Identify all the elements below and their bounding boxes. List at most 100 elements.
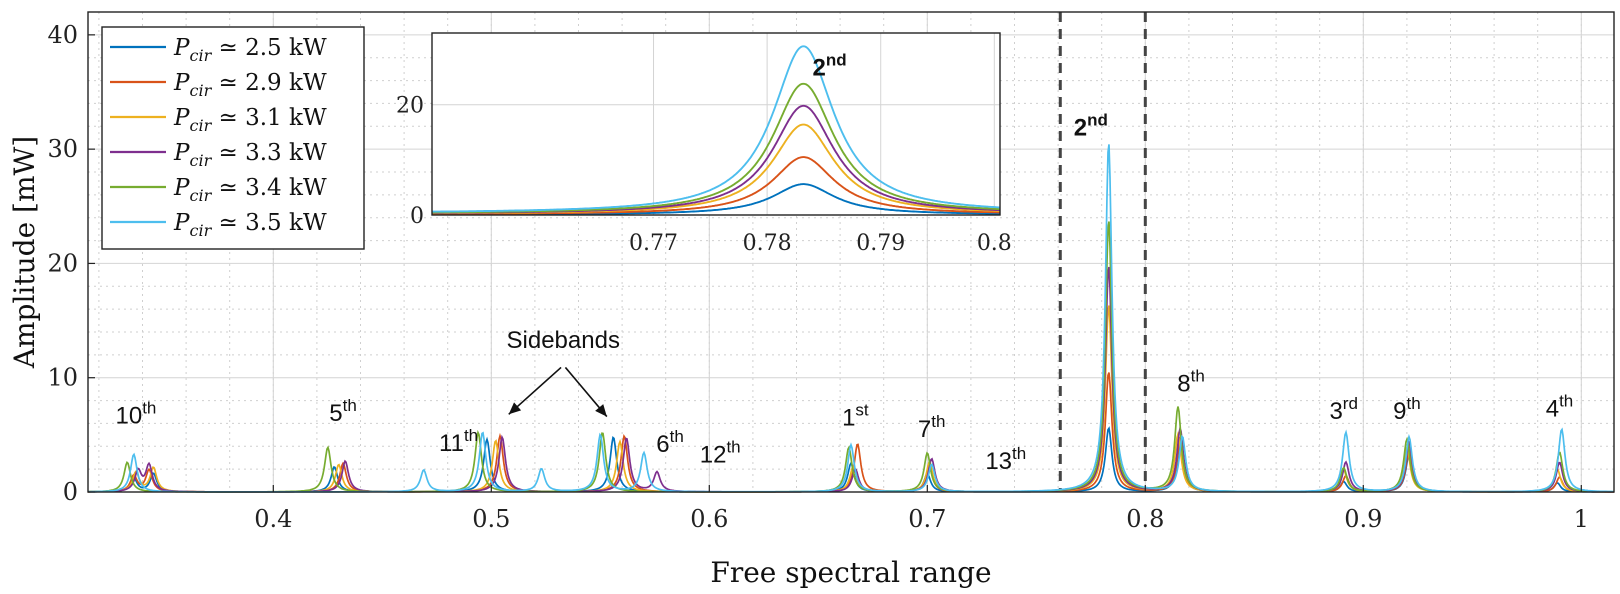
peak-order-number: 13: [985, 448, 1012, 475]
legend-label-value: ≃ 2.5 kW: [211, 35, 327, 61]
legend-entry-label: Pcir ≃ 3.1 kW: [173, 105, 327, 135]
x-tick-label: 0.7: [908, 505, 946, 533]
peak-order-number: 8: [1177, 370, 1190, 397]
peak-order-number: 7: [918, 416, 931, 443]
peak-order-number: 12: [700, 441, 727, 468]
peak-order-label: 11th: [439, 426, 478, 457]
inset-y-tick-label: 20: [396, 94, 424, 119]
legend-label-value: ≃ 3.3 kW: [211, 140, 327, 166]
legend-entry-label: Pcir ≃ 3.4 kW: [173, 175, 327, 205]
peak-order-suffix: th: [142, 398, 156, 417]
inset-peak-label-suffix: nd: [826, 50, 847, 69]
y-axis-title: Amplitude [mW]: [8, 136, 41, 369]
main-plot-frame: [87, 11, 1615, 493]
peak-order-suffix: th: [1406, 394, 1420, 413]
x-tick-label: 1: [1574, 505, 1589, 533]
peak-order-number: 5: [329, 400, 342, 427]
inset-peak-label-text: 2nd: [813, 50, 847, 81]
inset-frame: [431, 32, 1001, 216]
sidebands-arrows: [508, 366, 608, 418]
peak-order-suffix: th: [726, 437, 740, 456]
legend-label-main: P: [173, 70, 190, 96]
peak-order-number: 6: [656, 431, 669, 458]
peak-order-number: 2: [1074, 114, 1087, 141]
sideband-arrow-head: [595, 404, 607, 417]
legend-label-sub: cir: [189, 186, 212, 205]
peak-order-label: 9th: [1393, 394, 1421, 425]
peak-order-label: 6th: [656, 427, 684, 458]
series-line: [88, 221, 1614, 493]
sidebands-annotation: Sidebands: [507, 327, 620, 418]
legend-label-main: P: [173, 140, 190, 166]
peak-order-label: 4th: [1546, 392, 1574, 423]
y-tick-label: 30: [47, 135, 78, 163]
inset-axis-ticks: 0.77 0.78 0.79 0.8 0 20: [396, 94, 1012, 256]
legend-label-value: ≃ 2.9 kW: [211, 70, 327, 96]
legend-label-sub: cir: [189, 81, 212, 100]
inset-peak-label-number: 2: [813, 54, 826, 81]
peak-order-number: 1: [842, 405, 855, 432]
legend-label-sub: cir: [189, 116, 212, 135]
inset-background: [432, 33, 1000, 215]
legend-label-value: ≃ 3.5 kW: [211, 210, 327, 236]
peak-order-number: 3: [1329, 398, 1342, 425]
legend-label-main: P: [173, 35, 190, 61]
legend-entry-label: Pcir ≃ 2.9 kW: [173, 70, 327, 100]
x-tick-label: 0.6: [690, 505, 728, 533]
inset-x-tick-label: 0.77: [629, 231, 678, 256]
legend-entry-label: Pcir ≃ 3.5 kW: [173, 210, 327, 240]
sideband-arrow-head: [508, 402, 522, 415]
peak-order-label: 2nd: [1074, 110, 1108, 141]
inset-x-tick-label: 0.8: [977, 231, 1012, 256]
legend-entry-label: Pcir ≃ 3.3 kW: [173, 140, 327, 170]
peak-order-number: 10: [116, 402, 143, 429]
peak-order-suffix: th: [931, 412, 945, 431]
legend-label-main: P: [173, 210, 190, 236]
y-tick-label: 20: [47, 249, 78, 277]
peak-order-suffix: th: [1012, 444, 1026, 463]
inset-zoom-plot: 0.77 0.78 0.79 0.8 0 20 2nd: [396, 32, 1012, 256]
peak-order-suffix: th: [1559, 392, 1573, 411]
peak-order-label: 3rd: [1329, 394, 1357, 425]
sidebands-label: Sidebands: [507, 327, 620, 354]
peak-order-label: 7th: [918, 412, 946, 443]
peak-order-suffix: th: [670, 427, 684, 446]
inset-peak-label: 2nd: [813, 50, 847, 81]
legend-entry-label: Pcir ≃ 2.5 kW: [173, 35, 327, 65]
peak-order-number: 9: [1393, 398, 1406, 425]
main-series: [88, 144, 1615, 493]
y-tick-label: 10: [47, 364, 78, 392]
peak-order-suffix: rd: [1343, 394, 1358, 413]
x-tick-label: 0.5: [472, 505, 510, 533]
legend-label-sub: cir: [189, 151, 212, 170]
x-tick-label: 0.9: [1344, 505, 1382, 533]
peak-order-label: 1st: [842, 401, 869, 432]
inset-series-line: [432, 82, 1000, 214]
legend-label-value: ≃ 3.1 kW: [211, 105, 327, 131]
legend-label-sub: cir: [189, 221, 212, 240]
legend-label-main: P: [173, 175, 190, 201]
peak-order-label: 5th: [329, 396, 357, 427]
peak-order-number: 4: [1546, 396, 1559, 423]
legend-label-main: P: [173, 105, 190, 131]
inset-x-tick-label: 0.78: [743, 231, 792, 256]
peak-order-label: 12th: [700, 437, 741, 468]
peak-order-suffix: th: [343, 396, 357, 415]
y-tick-label: 40: [47, 21, 78, 49]
y-tick-label: 0: [63, 478, 78, 506]
legend-box: [101, 26, 365, 250]
inset-series-line: [432, 45, 1000, 213]
legend-label-value: ≃ 3.4 kW: [211, 175, 327, 201]
peak-order-label: 13th: [985, 444, 1026, 475]
inset-y-tick-label: 0: [410, 204, 424, 229]
inset-x-tick-label: 0.79: [856, 231, 905, 256]
peak-order-suffix: th: [464, 426, 478, 445]
x-tick-label: 0.8: [1126, 505, 1164, 533]
peak-order-number: 11: [439, 430, 464, 457]
peak-order-label: 8th: [1177, 366, 1205, 397]
x-tick-label: 0.4: [254, 505, 292, 533]
